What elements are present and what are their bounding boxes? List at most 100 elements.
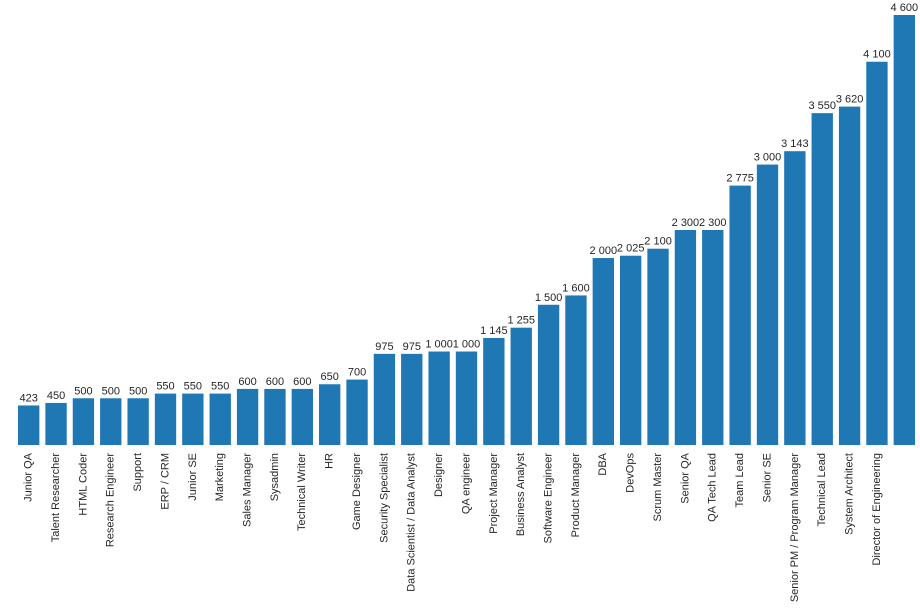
bar-category-label: Director of Engineering (871, 453, 883, 566)
bar (292, 389, 313, 445)
bar-category-label: QA Tech Lead (707, 453, 719, 522)
bar (319, 384, 340, 445)
bar-value-label: 1 500 (535, 292, 563, 304)
bar-value-label: 4 100 (863, 49, 891, 61)
bar (565, 295, 586, 445)
bar-category-label: Senior SE (761, 453, 773, 503)
bar-value-label: 1 000 (425, 339, 453, 351)
bar (100, 398, 121, 445)
bar-category-label: Support (132, 453, 144, 492)
bar-value-label: 975 (375, 341, 393, 353)
bar-category-label: Game Designer (351, 453, 363, 530)
bar-category-label: Research Engineer (105, 453, 117, 548)
bar-category-label: HR (324, 453, 336, 469)
bar-category-label: DevOps (625, 453, 637, 493)
bar (155, 394, 176, 445)
bar-value-label: 1 600 (562, 282, 590, 294)
bar-category-label: Team Lead (734, 453, 746, 507)
bar (210, 394, 231, 445)
bar (264, 389, 285, 445)
bar (866, 62, 887, 445)
bar (182, 394, 203, 445)
bar-category-label: ERP / CRM (159, 453, 171, 510)
bar (839, 107, 860, 445)
bar-value-label: 550 (184, 381, 202, 393)
bar-category-label: Marketing (214, 453, 226, 501)
bar-category-label: System Architect (843, 453, 855, 535)
bar-value-label: 2 100 (644, 236, 672, 248)
bar (45, 403, 66, 445)
bar (620, 256, 641, 445)
bar-value-label: 3 620 (836, 94, 864, 106)
bar-category-label: Junior SE (187, 453, 199, 501)
bar-category-label: Data Scientist / Data Analyst (406, 453, 418, 592)
bar-value-label: 2 775 (726, 173, 754, 185)
bar-value-label: 2 300 (672, 217, 700, 229)
chart-svg: 423 Junior QA 450 Talent Researcher 500 HTML … (0, 0, 920, 611)
bar-category-label: DBA (597, 452, 609, 475)
bar (757, 165, 778, 445)
bar (593, 258, 614, 445)
bar (18, 405, 39, 445)
bar-value-label: 550 (156, 381, 174, 393)
bar-category-label: Project Manager (488, 453, 500, 534)
bar-category-label: HTML Coder (77, 453, 89, 516)
bar-value-label: 500 (74, 385, 92, 397)
bar (374, 354, 395, 445)
bar-value-label: 650 (321, 371, 339, 383)
bar-value-label: 2 025 (617, 243, 645, 255)
bar-category-label: QA еngіnеer (460, 453, 472, 514)
bar (73, 398, 94, 445)
bar-category-label: Sysadmin (269, 453, 281, 501)
bar (647, 249, 668, 445)
bar (675, 230, 696, 445)
bar-value-label: 3 550 (808, 100, 836, 112)
bar (702, 230, 723, 445)
bar-value-label: 3 143 (781, 138, 809, 150)
chart-background (0, 0, 920, 611)
bar (894, 15, 915, 445)
bar (127, 398, 148, 445)
bar-category-label: Security Specialist (378, 453, 390, 543)
bar-value-label: 600 (266, 376, 284, 388)
bar-group: 2 000 DBA (590, 245, 618, 476)
bar-value-label: 600 (238, 376, 256, 388)
bar-category-label: Product Manager (570, 453, 582, 538)
bar (456, 352, 477, 445)
bar-value-label: 975 (403, 341, 421, 353)
bar (237, 389, 258, 445)
bar-value-label: 4 600 (891, 2, 919, 14)
bar (812, 113, 833, 445)
bar-category-label: Senior QA (679, 452, 691, 503)
bar-category-label: Business Analyst (515, 453, 527, 536)
bar-value-label: 1 255 (507, 315, 535, 327)
bar (538, 305, 559, 445)
bar-value-label: 700 (348, 367, 366, 379)
bar (784, 151, 805, 445)
bar (346, 380, 367, 445)
bar-value-label: 1 000 (453, 339, 481, 351)
bar (428, 352, 449, 445)
bar-value-label: 500 (102, 385, 120, 397)
bar (401, 354, 422, 445)
bar-group: 4 600 (891, 2, 919, 445)
bar-category-label: Senior PM / Program Manager (789, 453, 801, 603)
bar-value-label: 500 (129, 385, 147, 397)
salary-bar-chart: 423 Junior QA 450 Talent Researcher 500 HTML … (0, 0, 920, 611)
bar-category-label: Scrum Master (652, 453, 664, 522)
bar-category-label: Designer (433, 453, 445, 497)
bar-value-label: 450 (47, 390, 65, 402)
bar-category-label: Sales Manager (241, 453, 253, 527)
bar-value-label: 550 (211, 381, 229, 393)
bar-value-label: 2 000 (590, 245, 618, 257)
bar-category-label: Technical Writer (296, 453, 308, 531)
bar-category-label: Talent Researcher (50, 453, 62, 543)
bar-value-label: 2 300 (699, 217, 727, 229)
bar-category-label: Junior QA (23, 452, 35, 502)
bar-value-label: 423 (20, 392, 38, 404)
bar (511, 328, 532, 445)
bar-value-label: 600 (293, 376, 311, 388)
bar (729, 186, 750, 445)
bar-value-label: 3 000 (754, 152, 782, 164)
bar (483, 338, 504, 445)
